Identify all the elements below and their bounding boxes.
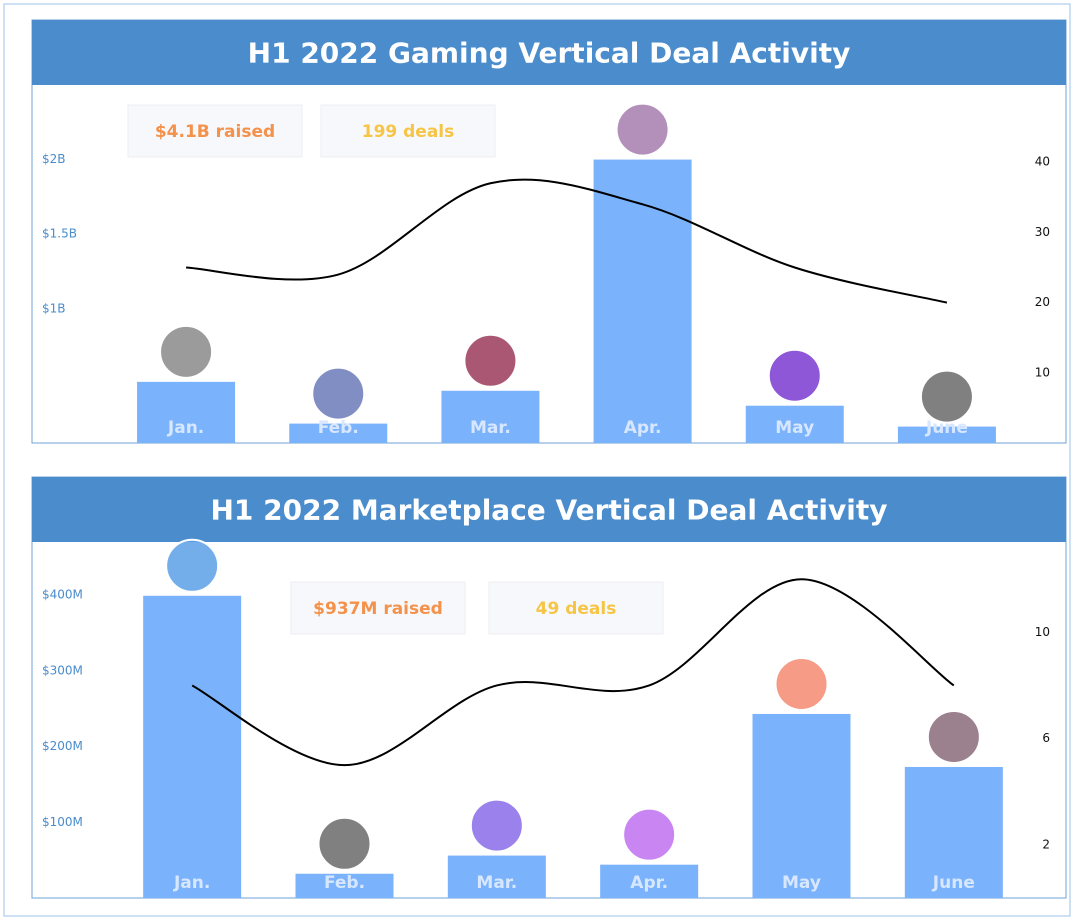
y-tick-label: $1.5B [42, 227, 77, 241]
company-logo [160, 325, 213, 378]
bar [593, 159, 692, 444]
x-tick-label: Apr. [624, 418, 662, 438]
y-tick-label: $2B [42, 152, 66, 166]
x-tick-label: Jan. [173, 873, 210, 893]
stat-box [488, 581, 664, 635]
deal-count-line [186, 178, 948, 304]
company-logo-ring [463, 333, 518, 388]
bar [441, 390, 540, 443]
company-logo-ring [926, 709, 981, 764]
x-tick-label: June [925, 418, 968, 438]
page-border [3, 3, 1071, 917]
y2-tick-label: 40 [1035, 155, 1050, 169]
stat-label: 49 deals [536, 599, 617, 619]
bar [600, 864, 699, 898]
company-logo-ring [774, 656, 829, 711]
company-logo [312, 367, 365, 420]
chart-title: H1 2022 Gaming Vertical Deal Activity [248, 37, 851, 70]
company-logo [775, 657, 828, 710]
company-logo [470, 799, 523, 852]
stat-label: 199 deals [362, 122, 455, 142]
bar [752, 713, 851, 898]
company-logo [166, 539, 219, 592]
y2-tick-label: 10 [1035, 625, 1050, 639]
company-logo-ring [919, 369, 974, 424]
bar [289, 423, 388, 443]
y2-tick-label: 6 [1042, 731, 1050, 745]
bar [447, 855, 546, 898]
bar [137, 381, 236, 443]
stat-label: $937M raised [313, 599, 443, 619]
company-logo-ring [615, 102, 670, 157]
stat-label: $4.1B raised [155, 122, 275, 142]
x-tick-label: June [932, 873, 975, 893]
bar [295, 873, 394, 898]
title-banner [32, 20, 1066, 85]
title-banner [32, 477, 1066, 542]
x-tick-label: Mar. [476, 873, 517, 893]
y2-tick-label: 10 [1035, 365, 1050, 379]
company-logo-ring [165, 538, 220, 593]
stat-box [290, 581, 466, 635]
bar [897, 426, 996, 443]
y-tick-label: $100M [42, 815, 83, 829]
bar [904, 766, 1003, 898]
company-logo-ring [767, 348, 822, 403]
company-logo [616, 103, 669, 156]
y-tick-label: $300M [42, 663, 83, 677]
company-logo [318, 817, 371, 870]
company-logo [623, 808, 676, 861]
deal-count-line [191, 578, 955, 767]
x-tick-label: Feb. [324, 873, 365, 893]
x-tick-label: Mar. [470, 418, 511, 438]
company-logo-ring [469, 798, 524, 853]
company-logo [464, 334, 517, 387]
y2-tick-label: 20 [1035, 295, 1050, 309]
company-logo-ring [622, 807, 677, 862]
bar [745, 405, 844, 443]
x-tick-label: May [775, 418, 814, 438]
x-tick-label: May [782, 873, 821, 893]
y2-tick-label: 30 [1035, 225, 1050, 239]
x-tick-label: Jan. [167, 418, 204, 438]
y-tick-label: $400M [42, 588, 83, 602]
y2-tick-label: 2 [1042, 837, 1050, 851]
chart-title: H1 2022 Marketplace Vertical Deal Activi… [211, 494, 888, 527]
y-tick-label: $200M [42, 739, 83, 753]
company-logo [927, 710, 980, 763]
company-logo [920, 370, 973, 423]
x-tick-label: Apr. [630, 873, 668, 893]
company-logo-ring [159, 324, 214, 379]
company-logo-ring [317, 816, 372, 871]
x-tick-label: Feb. [318, 418, 359, 438]
bar [143, 595, 242, 898]
stat-box [320, 104, 496, 158]
stat-box [127, 104, 303, 158]
y-tick-label: $1B [42, 301, 66, 315]
company-logo-ring [311, 366, 366, 421]
company-logo [768, 349, 821, 402]
